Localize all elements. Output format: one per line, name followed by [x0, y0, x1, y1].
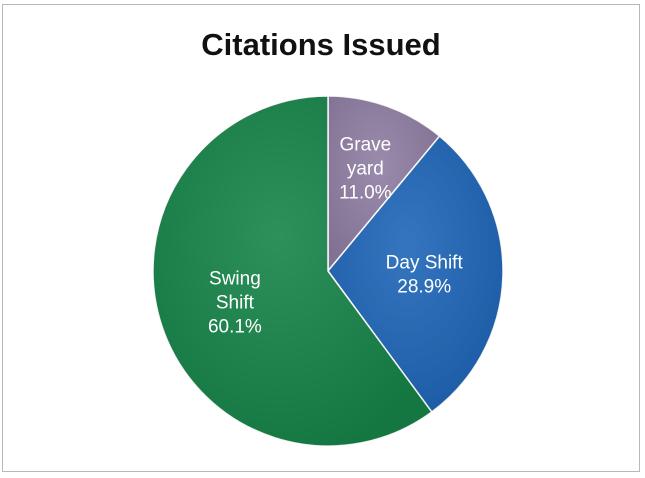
slice-name-line: Shift — [216, 293, 255, 314]
slice-label-2: Swing Shift 60.1% — [208, 269, 262, 338]
slice-label-0: Grave yard 11.0% — [339, 134, 392, 203]
slice-percent-label: 60.1% — [208, 317, 262, 338]
pie-slice-shading-0 — [328, 96, 440, 271]
slice-name-line: yard — [347, 158, 384, 179]
slice-percent-label: 11.0% — [339, 182, 392, 203]
pie-slice-shading-1 — [328, 136, 503, 412]
slice-label-1: Day Shift 28.9% — [386, 253, 464, 298]
pie-slice-shading-2 — [153, 96, 432, 446]
chart-title: Citations Issued — [201, 27, 441, 62]
slice-name-line: Swing — [209, 269, 261, 290]
slice-name-line: Grave — [339, 134, 391, 155]
slice-name-line: Day Shift — [386, 253, 464, 274]
slice-percent-label: 28.9% — [397, 277, 451, 298]
